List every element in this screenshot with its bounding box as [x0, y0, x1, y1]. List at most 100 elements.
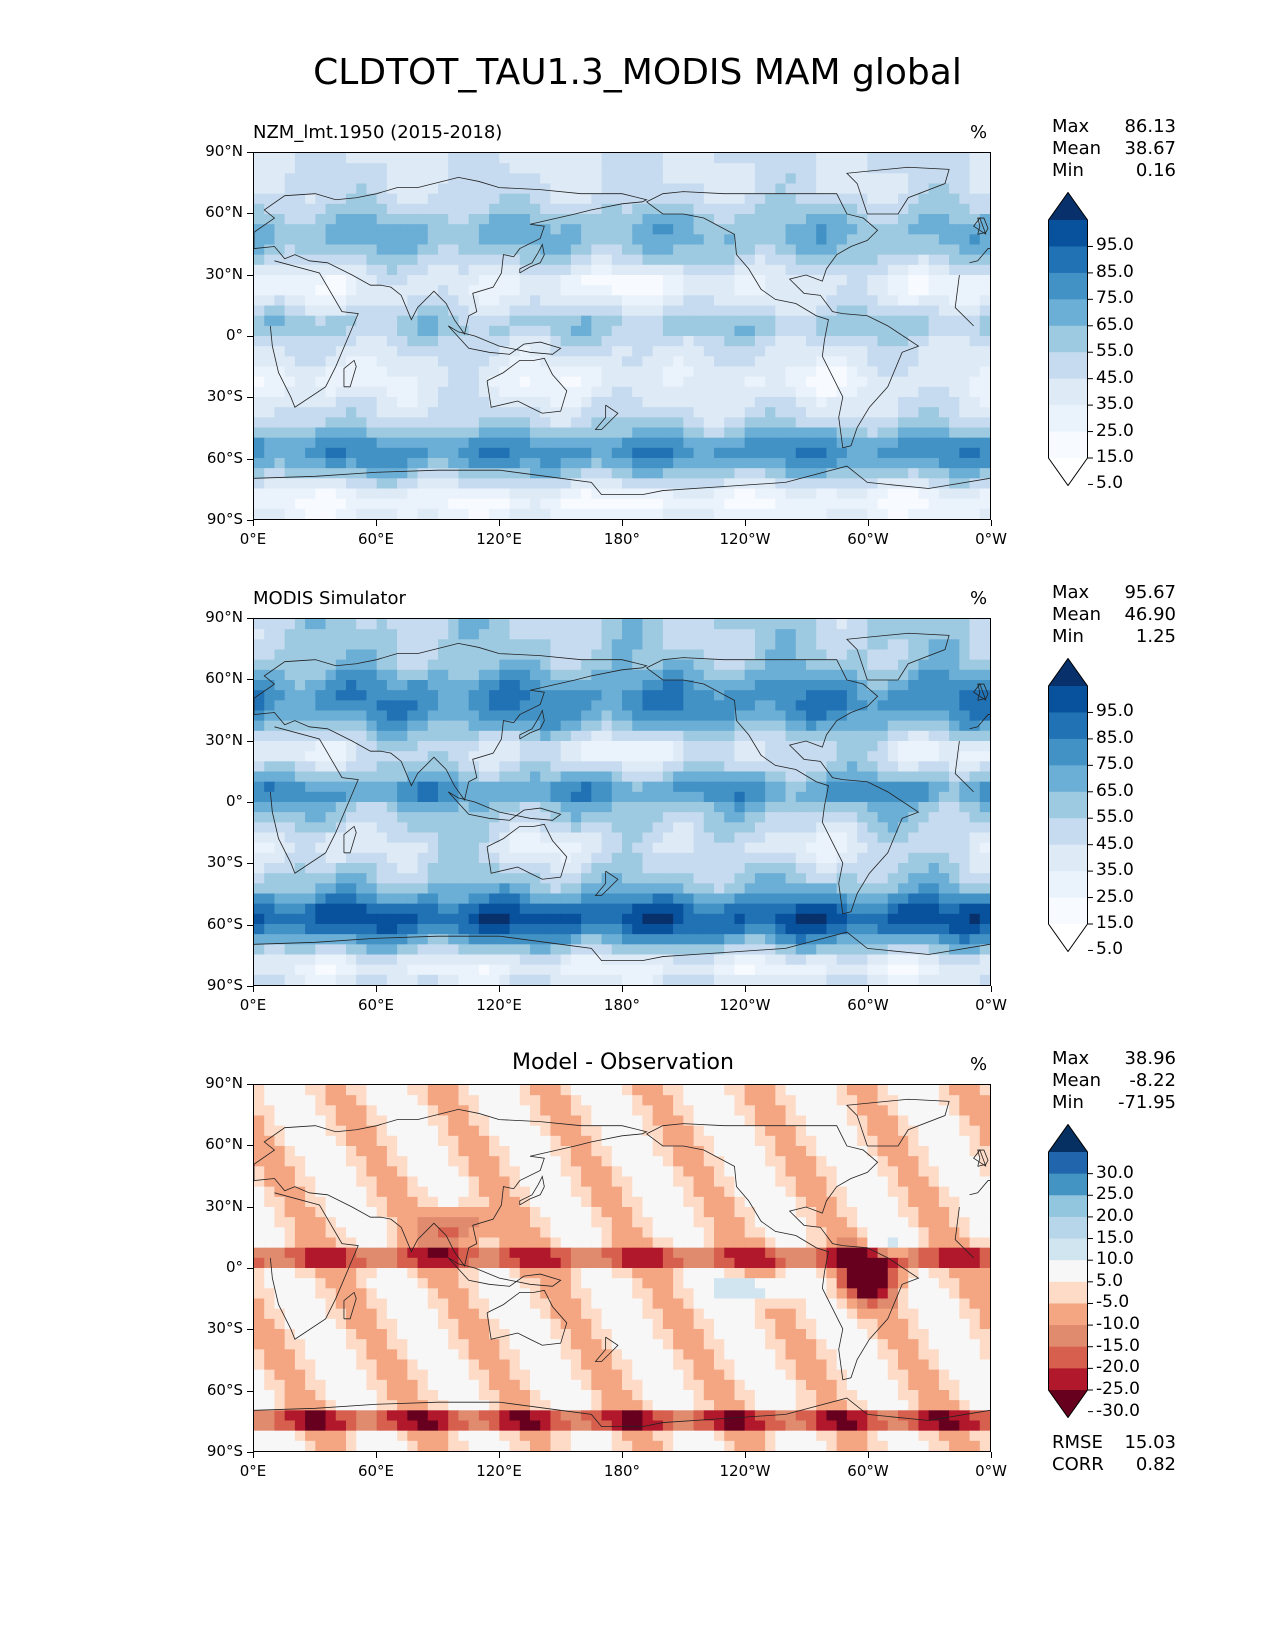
field-cell	[570, 659, 582, 671]
field-cell	[274, 356, 286, 368]
field-cell	[427, 285, 439, 296]
field-cell	[683, 720, 695, 732]
field-cell	[376, 427, 388, 439]
field-cell	[254, 761, 265, 773]
field-cell	[478, 213, 490, 225]
field-cell	[468, 153, 480, 164]
field-cell	[530, 275, 541, 286]
field-cell	[938, 791, 950, 803]
field-cell	[908, 629, 920, 640]
field-cell	[530, 488, 541, 500]
field-cell	[642, 812, 654, 823]
field-cell	[969, 295, 981, 307]
field-cell	[683, 203, 695, 215]
field-cell	[458, 447, 470, 459]
field-cell	[959, 325, 971, 337]
field-cell	[601, 254, 613, 266]
field-cell	[693, 629, 705, 640]
field-cell	[294, 163, 306, 174]
field-cell	[458, 478, 470, 490]
field-cell	[734, 720, 746, 732]
field-cell	[509, 407, 521, 418]
field-cell	[662, 883, 674, 895]
field-cell	[346, 498, 357, 510]
field-cell	[765, 285, 776, 296]
field-cell	[335, 761, 347, 773]
field-cell	[499, 458, 511, 469]
field-cell	[969, 366, 981, 378]
field-cell	[775, 812, 787, 823]
field-cell	[642, 336, 654, 347]
field-cell	[346, 730, 357, 742]
field-cell	[448, 852, 460, 864]
field-cell	[458, 802, 470, 813]
field-cell	[652, 812, 664, 823]
field-cell	[785, 893, 797, 905]
field-cell	[540, 802, 552, 813]
field-cell	[632, 822, 644, 834]
field-cell	[703, 153, 715, 164]
field-cell	[591, 275, 603, 286]
field-cell	[427, 822, 439, 834]
field-cell	[356, 720, 368, 732]
field-cell	[325, 346, 337, 357]
field-cell	[438, 720, 449, 732]
field-cell	[478, 619, 490, 630]
field-cell	[581, 163, 592, 174]
field-cell	[581, 700, 592, 712]
field-cell	[294, 924, 306, 935]
field-cell	[417, 741, 429, 752]
field-cell	[519, 224, 531, 235]
field-cell	[867, 751, 879, 762]
field-cell	[693, 407, 705, 418]
field-cell	[325, 285, 337, 296]
field-cell	[857, 873, 868, 884]
field-cell	[795, 761, 807, 773]
field-cell	[509, 478, 521, 490]
field-cell	[560, 376, 572, 388]
field-cell	[458, 356, 470, 368]
field-cell	[867, 679, 879, 691]
field-cell	[264, 458, 276, 469]
field-cell	[744, 639, 756, 651]
field-cell	[652, 832, 664, 844]
field-cell	[703, 478, 715, 490]
field-cell	[918, 325, 930, 337]
field-cell	[366, 458, 378, 469]
field-cell	[448, 437, 460, 449]
field-cell	[724, 437, 736, 449]
field-cell	[264, 903, 276, 915]
field-cell	[397, 315, 408, 327]
field-cell	[898, 690, 909, 701]
field-cell	[928, 468, 940, 479]
field-cell	[305, 700, 316, 712]
field-cell	[959, 659, 971, 671]
field-cell	[673, 183, 684, 195]
field-cell	[550, 244, 562, 256]
field-cell	[417, 720, 429, 732]
field-cell	[887, 508, 899, 519]
field-cell	[959, 852, 971, 864]
field-cell	[652, 508, 664, 519]
field-cell	[959, 812, 971, 823]
field-cell	[714, 153, 725, 164]
field-cell	[775, 852, 787, 864]
field-cell	[325, 781, 337, 793]
field-cell	[294, 264, 306, 276]
field-cell	[662, 619, 674, 630]
field-cell	[754, 203, 766, 215]
field-cell	[918, 254, 930, 266]
field-cell	[550, 679, 562, 691]
field-cell	[346, 264, 357, 276]
field-cell	[857, 730, 868, 742]
field-cell	[908, 498, 920, 510]
field-cell	[622, 710, 633, 722]
field-cell	[284, 508, 296, 519]
field-cell	[846, 791, 858, 803]
field-cell	[867, 832, 879, 844]
field-cell	[438, 498, 449, 510]
field-cell	[969, 741, 981, 752]
field-cell	[499, 781, 511, 793]
field-cell	[632, 669, 644, 681]
field-cell	[673, 822, 684, 834]
